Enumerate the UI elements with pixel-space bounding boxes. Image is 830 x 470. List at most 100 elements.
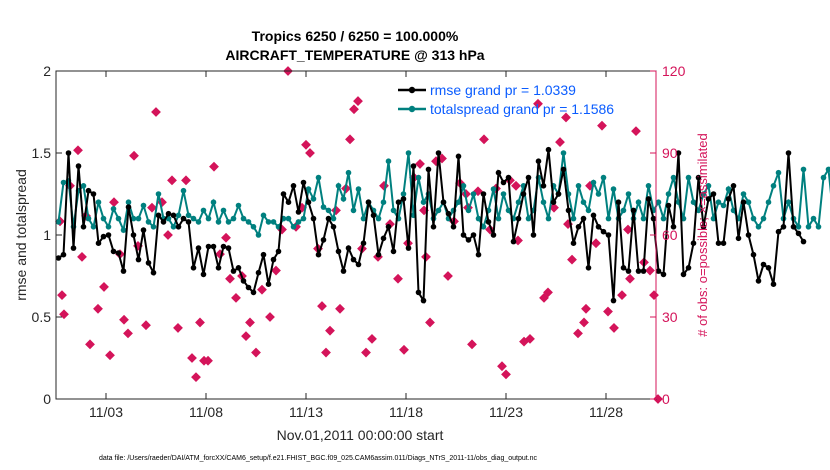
y-left-tick-label: 1.5 xyxy=(32,145,52,161)
series-point xyxy=(695,174,702,181)
obs-count-marker xyxy=(625,273,635,284)
obs-count-marker xyxy=(415,159,425,169)
obs-count-marker xyxy=(567,254,577,265)
obs-count-marker xyxy=(129,150,139,161)
obs-count-marker xyxy=(109,197,119,208)
series-point xyxy=(755,224,762,230)
series-point xyxy=(630,207,637,214)
obs-count-marker xyxy=(497,361,507,372)
y-right-tick-label: 0 xyxy=(662,391,670,407)
obs-count-marker xyxy=(473,186,483,197)
series-point xyxy=(690,199,697,205)
series-point xyxy=(795,224,802,230)
series-point xyxy=(605,232,612,238)
series-point xyxy=(620,207,627,214)
obs-count-marker xyxy=(245,317,255,328)
obs-count-marker xyxy=(361,347,371,358)
series-point xyxy=(285,199,292,205)
line-series-layer xyxy=(55,146,830,304)
obs-count-marker xyxy=(77,251,87,262)
series-point xyxy=(285,215,292,222)
series-point xyxy=(455,199,462,205)
series-point xyxy=(595,191,602,197)
series-point xyxy=(495,169,502,176)
series-point xyxy=(515,215,522,222)
series-point xyxy=(800,238,807,245)
series-point xyxy=(510,238,517,245)
series-point xyxy=(595,224,602,230)
series-point xyxy=(710,191,717,197)
series-point xyxy=(545,146,552,153)
legend: rmse grand pr = 1.0339 totalspread grand… xyxy=(398,82,614,117)
series-point xyxy=(100,215,107,222)
series-point xyxy=(765,265,772,271)
series-point xyxy=(645,183,652,189)
series-point xyxy=(240,278,247,284)
series-point xyxy=(605,215,612,222)
y-axis-left: 0 0.5 1 1.5 2 xyxy=(32,63,62,407)
series-point xyxy=(610,297,617,304)
series-point xyxy=(640,268,647,274)
obs-count-marker xyxy=(543,287,553,298)
series-point xyxy=(625,268,632,274)
obs-count-marker xyxy=(345,134,355,145)
series-point xyxy=(635,199,642,205)
series-point xyxy=(515,199,522,205)
series-point xyxy=(355,261,362,268)
obs-count-marker xyxy=(231,292,241,303)
obs-count-marker xyxy=(321,347,331,358)
series-point xyxy=(115,250,122,256)
series-point xyxy=(680,271,687,278)
series-point xyxy=(130,215,137,222)
obs-count-marker xyxy=(221,232,231,243)
series-point xyxy=(770,183,777,189)
series-point xyxy=(375,251,382,258)
series-point xyxy=(490,232,497,238)
series-point xyxy=(540,183,547,189)
series-point xyxy=(790,224,797,230)
series-point xyxy=(265,219,272,225)
obs-count-marker xyxy=(123,328,133,339)
obs-count-marker xyxy=(251,347,261,358)
series-point xyxy=(565,207,572,214)
series-point xyxy=(670,174,677,181)
series-point xyxy=(200,207,207,214)
series-point xyxy=(120,268,127,274)
series-point xyxy=(535,158,542,164)
series-point xyxy=(110,248,117,255)
series-point xyxy=(470,232,477,238)
series-point xyxy=(365,199,372,205)
obs-count-marker xyxy=(271,265,281,276)
y-right-tick-label: 30 xyxy=(662,309,678,325)
obs-count-marker xyxy=(581,303,591,314)
series-point xyxy=(335,183,342,189)
series-point xyxy=(635,268,642,274)
series-point xyxy=(340,268,347,274)
y-axis-left-label: rmse and totalspread xyxy=(13,169,29,301)
obs-count-marker xyxy=(203,355,213,366)
y-right-tick-label: 60 xyxy=(662,227,678,243)
obs-count-marker xyxy=(467,339,477,350)
series-point xyxy=(150,224,157,230)
series-point xyxy=(390,207,397,214)
chart-title-line1: Tropics 6250 / 6250 = 100.000% xyxy=(252,28,459,44)
series-point xyxy=(105,224,112,230)
series-point xyxy=(270,219,277,225)
series-point xyxy=(500,179,507,186)
series-point xyxy=(425,166,432,173)
series-point xyxy=(745,199,752,205)
series-point xyxy=(570,240,577,246)
series-point xyxy=(475,215,482,222)
series-point xyxy=(135,215,142,222)
series-point xyxy=(125,204,132,210)
series-point xyxy=(760,261,767,268)
series-point xyxy=(385,158,392,164)
obs-count-marker xyxy=(631,126,641,137)
series-point xyxy=(85,215,92,222)
series-point xyxy=(485,219,492,225)
series-point xyxy=(155,191,162,197)
series-point xyxy=(770,281,777,288)
series-point xyxy=(525,174,532,181)
series-point xyxy=(185,212,192,219)
series-point xyxy=(335,248,342,255)
